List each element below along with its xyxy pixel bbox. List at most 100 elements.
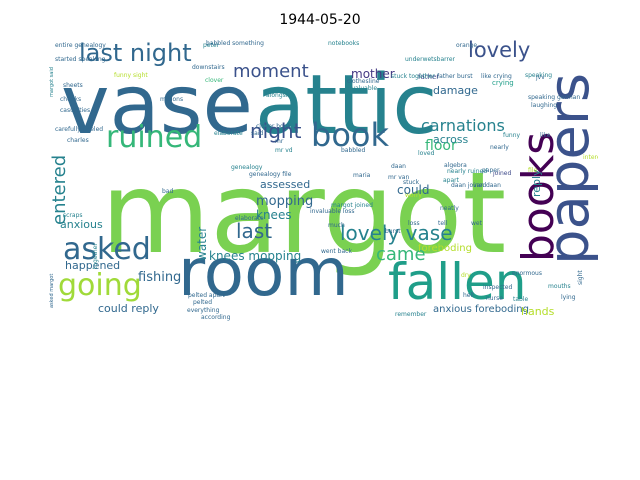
cloud-word-hell: hell (463, 292, 474, 299)
cloud-word-said: said (251, 130, 263, 137)
cloud-word-lovely-vase: lovely vase (340, 221, 453, 245)
cloud-word-mr: mr (275, 138, 284, 145)
cloud-word-speaking: speaking (525, 72, 552, 79)
cloud-word-room: room (178, 234, 349, 311)
cloud-word-anxious-foreboding: anxious foreboding (433, 304, 529, 315)
cloud-word-anxious: anxious (60, 218, 103, 231)
cloud-word-orange: orange (456, 42, 477, 49)
cloud-word-pelted: pelted (193, 299, 212, 306)
cloud-word-damage: damage (433, 84, 478, 97)
cloud-word-hands: hands (521, 305, 555, 318)
cloud-word-asked: asked (63, 232, 151, 267)
cloud-word-according: according (201, 314, 231, 321)
cloud-word-came: came (376, 244, 426, 265)
cloud-word-laughing: laughing (531, 102, 557, 109)
cloud-word-crying: crying (492, 79, 514, 87)
cloud-word-bad: bad (162, 188, 173, 195)
cloud-word-knees: knees (256, 208, 292, 222)
cloud-word-night: night (250, 119, 302, 143)
cloud-word-mouths: mouths (548, 283, 571, 290)
cloud-word-charles: charles (67, 137, 89, 144)
cloud-word-jvv: jvv (535, 74, 545, 81)
cloud-word-vase: vase (61, 58, 253, 153)
cloud-word-paper: paper (482, 167, 500, 174)
cloud-word-went-back: went back (321, 248, 352, 255)
cloud-word-fishing: fishing (138, 270, 181, 285)
cloud-word-millions: millions (160, 96, 183, 103)
cloud-word-babbled-something: babbled something (206, 40, 264, 47)
cloud-word-could: could (397, 183, 430, 197)
cloud-word-clothesline: clothesline (347, 78, 380, 85)
cloud-word-last: last (236, 219, 272, 243)
cloud-word-invaluable: invaluable (346, 85, 377, 92)
cloud-word-entered: entered (49, 155, 70, 225)
cloud-word-going: going (58, 268, 142, 303)
cloud-word-wet: wet (471, 220, 483, 227)
cloud-word-margot-joined: margot joined (331, 202, 373, 209)
cloud-word-loved: loved (418, 150, 435, 157)
cloud-word-peter: peter (203, 42, 220, 49)
cloud-word-nearly: nearly (490, 144, 509, 151)
cloud-word-entire-genealogy: entire genealogy (55, 42, 106, 49)
cloud-word-joined: joined (492, 170, 511, 177)
cloud-word-like: like (540, 132, 551, 139)
cloud-word-nurse: nurse (486, 295, 503, 302)
cloud-word-pelted-apart: pelted apart (188, 292, 226, 299)
cloud-word-apart: apart (443, 177, 460, 184)
cloud-word-worry: worry (405, 192, 422, 199)
cloud-word-sight: sight (577, 270, 584, 285)
cloud-word-enormous: enormous (512, 270, 542, 277)
cloud-word-asked-margot: asked margot (49, 274, 55, 308)
cloud-word-ruined: ruined (106, 120, 202, 155)
cloud-word-stuck-together: stuck together (391, 73, 435, 80)
cloud-word-across: across (433, 133, 469, 146)
cloud-word-floor: floor (425, 138, 457, 154)
cloud-word-moment: moment (233, 61, 309, 82)
cloud-word-everything: everything (187, 307, 220, 314)
cloud-word-book: book (311, 116, 389, 154)
cloud-word-notebooks: notebooks (328, 40, 359, 47)
cloud-word-clover: clover (205, 77, 224, 84)
cloud-word-speaking-german: speaking german (528, 94, 580, 101)
cloud-word-file: file (528, 167, 537, 174)
cloud-word-funny-sight: funny sight (114, 72, 148, 79)
cloud-word-carefully-peeled: carefully peeled (55, 126, 103, 133)
cloud-word-genealogy-file: genealogy file (249, 171, 292, 178)
cloud-word-fallen: fallen (388, 253, 526, 311)
cloud-word-table: table (513, 296, 529, 303)
cloud-word-like-crying: like crying (481, 73, 512, 80)
cloud-word-alongside: alongside (266, 92, 295, 99)
cloud-word-margot: margot (101, 149, 506, 279)
cloud-word-interesting: interesting (583, 154, 598, 161)
cloud-word-mr-van: mr van (388, 174, 409, 181)
cloud-word-much: much (328, 222, 345, 229)
cloud-word-cheeks: cheeks (60, 96, 81, 103)
cloud-word-clover-book: clover book (256, 123, 291, 130)
cloud-word-happened: happened (65, 259, 120, 272)
cloud-word-started-speaking: started speaking (55, 56, 106, 63)
cloud-word-remember: remember (395, 311, 427, 318)
cloud-word-dry: dry (461, 272, 471, 279)
cloud-word-reply: reply (530, 169, 543, 197)
cloud-word-loss: loss (408, 220, 420, 227)
cloud-word-margot-said: margot said (49, 67, 55, 97)
cloud-word-nearly-ruined: nearly ruined (447, 168, 487, 175)
cloud-word-elaborate: elaborate (235, 215, 264, 222)
cloud-word-funny: funny (503, 132, 521, 139)
cloud-word-babbled: babbled (341, 147, 365, 154)
cloud-word-last-night: last night (79, 39, 192, 67)
cloud-word-casualties: casualties (60, 107, 90, 114)
cloud-word-daan: daan (391, 163, 406, 170)
cloud-word-algebra: algebra (444, 162, 467, 169)
cloud-word-mother: mother (351, 67, 395, 81)
cloud-word-elaborate: elaborate (214, 130, 243, 137)
cloud-word-sheets: sheets (63, 82, 83, 89)
cloud-word-genealogy: genealogy (231, 164, 263, 171)
cloud-word-foreboding: foreboding (418, 243, 472, 254)
cloud-word-books: books (513, 132, 564, 262)
cloud-word-papers: papers (537, 73, 598, 265)
cloud-word-father-burst: father burst (437, 73, 473, 80)
cloud-word-neatly: neatly (440, 205, 459, 212)
cloud-word-stuck: stuck (403, 179, 420, 186)
cloud-word-maria: maria (353, 172, 371, 179)
